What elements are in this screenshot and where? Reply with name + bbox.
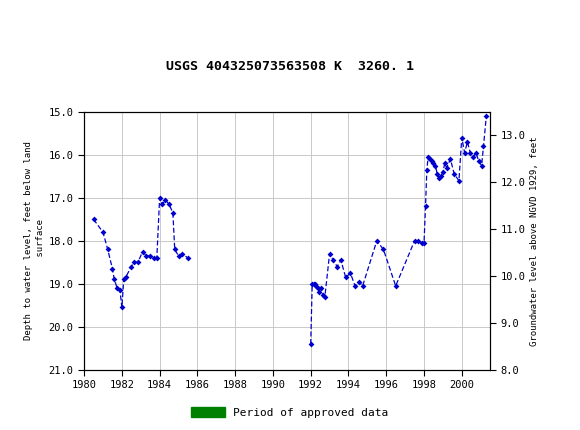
Point	[474, 158, 483, 165]
Point	[314, 289, 324, 296]
Text: USGS: USGS	[9, 12, 56, 27]
Point	[103, 246, 113, 253]
Point	[133, 259, 143, 266]
Point	[429, 160, 438, 167]
Point	[110, 276, 119, 283]
Point	[469, 154, 478, 160]
Point	[427, 158, 436, 165]
Point	[155, 194, 164, 201]
Point	[113, 285, 122, 292]
Point	[410, 237, 419, 244]
Point	[318, 291, 328, 298]
Point	[336, 257, 346, 264]
Point	[354, 278, 364, 285]
Point	[306, 341, 316, 347]
Point	[126, 263, 136, 270]
Point	[472, 149, 481, 156]
Point	[161, 197, 170, 203]
Point	[117, 304, 126, 311]
Point	[307, 280, 317, 287]
Point	[457, 134, 466, 141]
Point	[309, 280, 318, 287]
Point	[177, 250, 187, 257]
Point	[433, 171, 442, 178]
Point	[423, 154, 433, 160]
Text: USGS 404325073563508 K  3260. 1: USGS 404325073563508 K 3260. 1	[166, 59, 414, 73]
Point	[320, 293, 329, 300]
Bar	[311, 377, 490, 389]
Point	[436, 173, 445, 180]
Point	[372, 237, 382, 244]
Point	[466, 149, 475, 156]
Point	[421, 203, 430, 210]
Point	[463, 138, 472, 145]
Point	[341, 274, 350, 281]
Point	[425, 156, 434, 163]
Point	[310, 280, 320, 287]
Point	[146, 252, 155, 259]
Y-axis label: Groundwater level above NGVD 1929, feet: Groundwater level above NGVD 1929, feet	[530, 136, 539, 346]
Point	[174, 252, 183, 259]
Point	[440, 160, 450, 167]
Point	[317, 285, 326, 292]
Point	[454, 177, 463, 184]
Point	[129, 259, 139, 266]
Point	[358, 283, 367, 289]
Point	[346, 270, 355, 276]
Point	[442, 164, 451, 171]
Point	[170, 246, 179, 253]
Point	[422, 166, 432, 173]
Point	[379, 246, 388, 253]
Point	[329, 257, 338, 264]
Point	[89, 216, 98, 223]
Point	[115, 287, 125, 294]
Point	[168, 209, 177, 216]
Point	[158, 201, 167, 208]
Point	[138, 248, 147, 255]
Point	[313, 285, 322, 292]
Point	[414, 237, 423, 244]
Point	[431, 162, 440, 169]
Point	[142, 252, 151, 259]
Point	[481, 113, 491, 120]
Point	[477, 162, 486, 169]
Point	[99, 229, 108, 236]
Y-axis label: Depth to water level, feet below land
 surface: Depth to water level, feet below land su…	[24, 141, 45, 340]
Point	[332, 263, 342, 270]
Point	[479, 143, 488, 150]
Point	[350, 283, 360, 289]
Point	[183, 255, 193, 261]
Point	[108, 265, 117, 272]
Point	[325, 250, 334, 257]
Point	[419, 240, 429, 246]
Point	[119, 276, 128, 283]
Point	[165, 201, 174, 208]
Point	[446, 156, 455, 163]
Point	[152, 255, 161, 261]
Point	[438, 169, 448, 175]
Point	[391, 283, 400, 289]
Legend: Period of approved data: Period of approved data	[187, 403, 393, 422]
Point	[121, 274, 130, 281]
Point	[434, 175, 444, 182]
Point	[450, 171, 459, 178]
Point	[460, 149, 469, 156]
Point	[418, 240, 427, 246]
Bar	[84, 377, 207, 389]
Point	[311, 283, 321, 289]
Point	[149, 255, 158, 261]
